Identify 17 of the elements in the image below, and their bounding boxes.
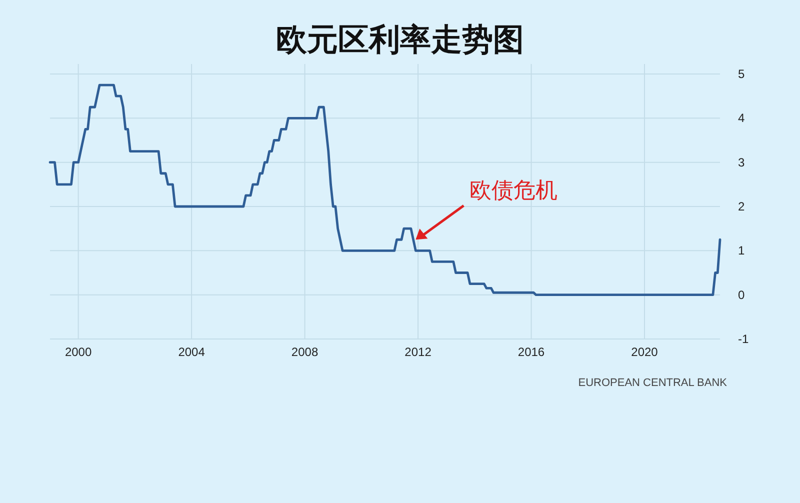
annotation: 欧债危机 (470, 178, 558, 203)
y-tick-label: 5 (738, 67, 745, 81)
x-tick-label: 2000 (64, 345, 92, 359)
x-tick-label: 2012 (404, 345, 432, 359)
x-tick-label: 2016 (518, 345, 545, 359)
y-tick-label: 4 (738, 111, 745, 126)
y-tick-label: -1 (738, 332, 749, 346)
line-series (48, 84, 722, 296)
y-tick-label: 2 (738, 200, 745, 214)
x-tick-label: 2020 (631, 345, 658, 359)
y-tick-label: 1 (738, 244, 745, 258)
y-tick-label: 3 (738, 155, 745, 170)
y-tick-label: 0 (738, 288, 745, 302)
x-tick-label: 2004 (178, 345, 206, 359)
x-tick-label: 2008 (291, 345, 318, 359)
chart-title: 欧元区利率走势图 (276, 22, 524, 57)
text: EUROPEAN CENTRAL BANK (578, 377, 728, 389)
